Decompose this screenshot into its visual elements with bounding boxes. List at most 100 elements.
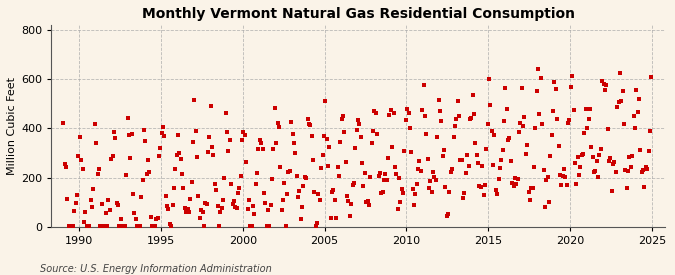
Point — [238, 130, 249, 134]
Point — [176, 156, 186, 161]
Point — [364, 203, 375, 208]
Point — [159, 134, 169, 138]
Point — [451, 117, 462, 122]
Point — [422, 157, 433, 162]
Point — [419, 114, 430, 119]
Point — [329, 197, 340, 202]
Point — [156, 131, 167, 135]
Point — [82, 224, 93, 228]
Point — [80, 210, 90, 214]
Point — [305, 123, 316, 127]
Point — [551, 116, 562, 121]
Point — [395, 200, 406, 205]
Point — [639, 185, 650, 189]
Point — [197, 210, 208, 214]
Point — [481, 146, 491, 151]
Point — [583, 117, 594, 121]
Point — [246, 224, 257, 228]
Point — [304, 122, 315, 127]
Point — [485, 103, 495, 108]
Point — [556, 183, 567, 187]
Point — [361, 200, 372, 204]
Point — [128, 192, 138, 196]
Point — [474, 183, 485, 188]
Point — [452, 99, 463, 104]
Point — [585, 107, 595, 111]
Point — [309, 190, 320, 194]
Point — [348, 181, 359, 186]
Point — [350, 146, 360, 150]
Point — [312, 221, 323, 225]
Point — [369, 109, 380, 113]
Point — [389, 165, 400, 169]
Point — [343, 199, 354, 203]
Point — [227, 202, 238, 206]
Point — [603, 159, 614, 163]
Point — [136, 194, 146, 199]
Point — [448, 135, 459, 139]
Point — [388, 111, 399, 116]
Point — [148, 224, 159, 228]
Point — [543, 200, 554, 204]
Point — [514, 130, 524, 134]
Point — [562, 183, 572, 188]
Point — [269, 106, 280, 111]
Point — [458, 196, 468, 200]
Point — [500, 85, 511, 90]
Point — [225, 182, 236, 186]
Point — [559, 166, 570, 171]
Point — [89, 122, 100, 127]
Point — [489, 132, 500, 137]
Point — [646, 75, 657, 79]
Point — [531, 89, 542, 94]
Point — [391, 172, 402, 177]
Point — [163, 207, 174, 211]
Point — [553, 144, 564, 148]
Point — [415, 169, 426, 173]
Point — [58, 120, 69, 125]
Point — [375, 171, 385, 175]
Point — [283, 169, 294, 174]
Point — [220, 111, 231, 116]
Point — [287, 132, 298, 136]
Point — [232, 206, 242, 210]
Point — [296, 217, 306, 221]
Point — [110, 136, 121, 140]
Point — [90, 141, 101, 145]
Point — [482, 122, 493, 126]
Point — [73, 154, 84, 158]
Point — [190, 129, 201, 133]
Point — [81, 224, 92, 228]
Point — [166, 224, 177, 228]
Point — [336, 117, 347, 121]
Point — [184, 210, 194, 214]
Point — [563, 120, 574, 125]
Point — [354, 122, 364, 126]
Point — [240, 133, 250, 137]
Point — [609, 159, 620, 164]
Point — [134, 224, 145, 228]
Point — [236, 174, 246, 178]
Point — [496, 158, 507, 162]
Point — [88, 187, 99, 192]
Point — [371, 111, 381, 115]
Point — [267, 177, 277, 181]
Point — [599, 88, 610, 92]
Point — [149, 224, 160, 228]
Point — [200, 201, 211, 205]
Point — [377, 189, 388, 194]
Point — [265, 203, 276, 207]
Point — [622, 186, 632, 190]
Point — [198, 224, 209, 228]
Point — [208, 153, 219, 157]
Point — [319, 134, 329, 138]
Point — [153, 154, 164, 159]
Point — [138, 128, 149, 133]
Point — [545, 154, 556, 158]
Point — [582, 126, 593, 130]
Point — [142, 158, 153, 162]
Point — [189, 98, 200, 102]
Point — [65, 224, 76, 228]
Point — [477, 164, 487, 168]
Point — [406, 150, 416, 155]
